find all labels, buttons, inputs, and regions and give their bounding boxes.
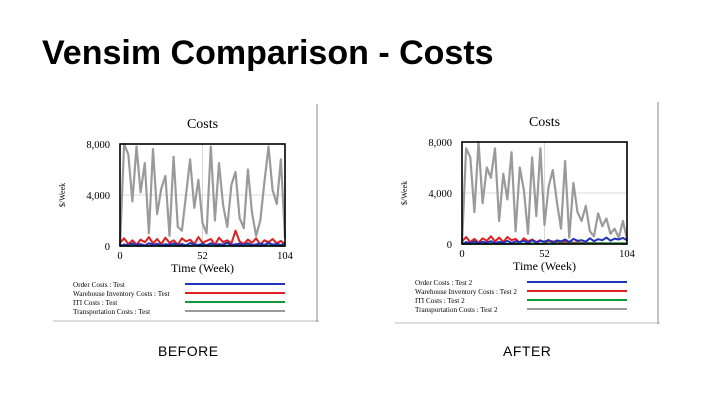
after-legend-label: Order Costs : Test 2: [415, 279, 473, 287]
after-y-axis-label: $/Week: [400, 181, 409, 205]
after-chart-title: Costs: [529, 115, 560, 130]
after-xtick-label: 0: [459, 249, 464, 260]
before-chart-title: Costs: [187, 117, 218, 132]
after-plot-frame: [461, 141, 628, 245]
before-y-axis-label: $/Week: [58, 183, 67, 207]
before-xtick-label: 104: [277, 251, 294, 262]
after-x-axis-label: Time (Week): [513, 259, 576, 273]
before-plot-frame: [119, 143, 286, 247]
before-ytick-label: 0: [105, 242, 110, 253]
before-series-line-0: [119, 241, 286, 247]
before-x-axis-label: Time (Week): [171, 261, 234, 275]
after-ytick-label: 4,000: [428, 189, 452, 200]
after-ytick-label: 8,000: [428, 138, 452, 149]
after-legend-label: Warehouse Inventory Costs : Test 2: [415, 288, 517, 296]
chart-panel-before: Costs 0 4,000 8,000 0 52 104 Time (Week) $/Week O…: [53, 104, 319, 322]
after-series-line-3: [460, 140, 629, 245]
chart-after: Costs 0 4,000 8,000 0 52 104 Time (Week) $/Week O…: [395, 102, 660, 324]
before-xtick-label: 52: [197, 251, 208, 262]
before-ytick-label: 8,000: [86, 140, 110, 151]
before-legend-label: Order Costs : Test: [73, 281, 125, 289]
before-legend-label: Transportation Costs : Test: [73, 308, 150, 316]
after-legend-label: ITI Costs : Test 2: [415, 297, 465, 305]
before-series-line-3: [118, 142, 287, 247]
chart-before: Costs 0 4,000 8,000 0 52 104 Time (Week) $/Week O…: [53, 104, 319, 322]
after-xtick-label: 104: [619, 249, 636, 260]
after-ytick-label: 0: [447, 240, 452, 251]
before-legend-label: Warehouse Inventory Costs : Test: [73, 290, 170, 298]
caption-before: BEFORE: [158, 343, 219, 359]
after-legend-label: Transportation Costs : Test 2: [415, 306, 498, 314]
before-legend-label: ITI Costs : Test: [73, 299, 117, 307]
after-xtick-label: 52: [539, 249, 550, 260]
before-xtick-label: 0: [117, 251, 122, 262]
slide-title: Vensim Comparison - Costs: [42, 34, 494, 72]
after-series-line-0: [461, 236, 628, 245]
chart-panel-after: Costs 0 4,000 8,000 0 52 104 Time (Week) $/Week O…: [395, 102, 660, 324]
caption-after: AFTER: [503, 343, 552, 359]
before-ytick-label: 4,000: [86, 191, 110, 202]
